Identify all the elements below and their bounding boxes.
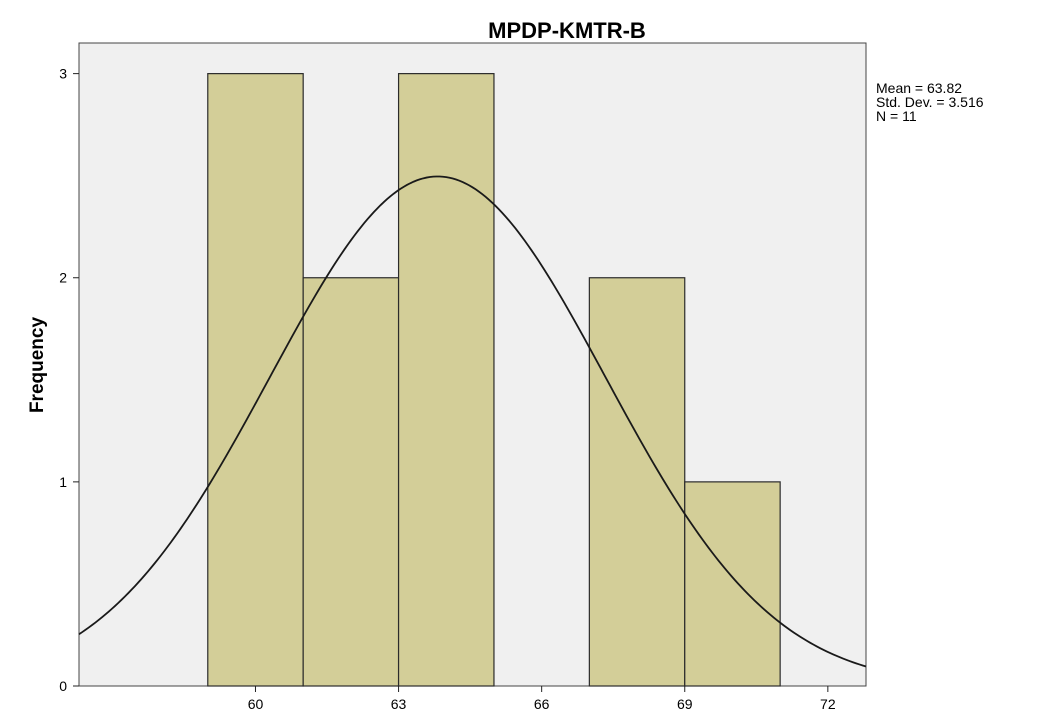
- axes: 60 63 66 69 72 0 1 2 3: [59, 66, 836, 712]
- histogram-bars: [207, 73, 781, 687]
- y-tick-label: 2: [59, 270, 67, 286]
- histogram-bar-59-61: [207, 73, 304, 687]
- histogram-bar-69-71: [684, 481, 781, 687]
- stats-box: Mean = 63.82 Std. Dev. = 3.516 N = 11: [876, 80, 984, 124]
- normal-curve: [78, 175, 867, 668]
- stats-n: N = 11: [876, 108, 917, 124]
- histogram-bar-61-63: [302, 277, 400, 687]
- histogram-bar-63-65: [397, 73, 495, 687]
- stats-mean: Mean = 63.82: [876, 80, 962, 96]
- x-tick-label: 72: [820, 696, 836, 712]
- x-tick-label: 66: [534, 696, 550, 712]
- chart-title: MPDP-KMTR-B: [488, 18, 646, 43]
- x-tick-label: 69: [677, 696, 693, 712]
- y-tick-label: 0: [59, 678, 67, 694]
- y-axis-label: Frequency: [27, 317, 48, 414]
- histogram-bar-67-69: [588, 277, 686, 687]
- y-tick-label: 3: [59, 66, 67, 82]
- stats-std-dev: Std. Dev. = 3.516: [876, 94, 984, 110]
- x-tick-label: 63: [391, 696, 407, 712]
- y-tick-label: 1: [59, 474, 67, 490]
- x-tick-label: 60: [248, 696, 264, 712]
